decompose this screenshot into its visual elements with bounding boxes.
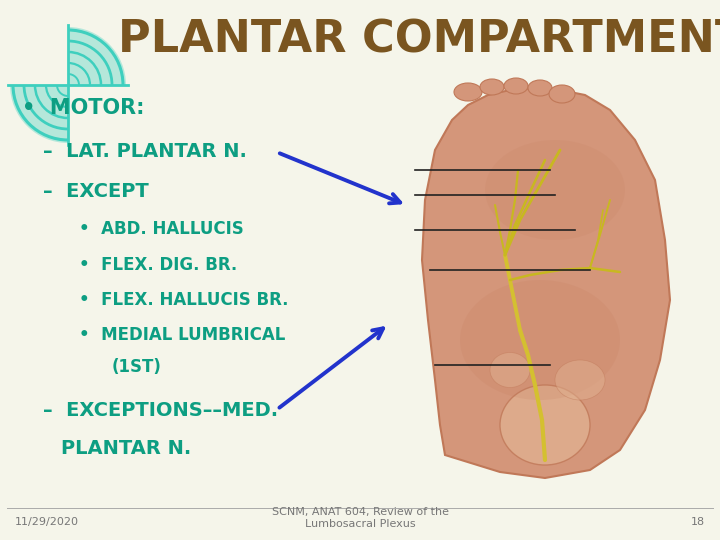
Text: 11/29/2020: 11/29/2020 xyxy=(15,517,79,527)
Ellipse shape xyxy=(485,140,625,240)
Text: (1ST): (1ST) xyxy=(112,358,161,376)
Ellipse shape xyxy=(454,83,482,101)
Ellipse shape xyxy=(555,360,605,400)
Text: PLANTAR COMPARTMENT: PLANTAR COMPARTMENT xyxy=(118,18,720,62)
Wedge shape xyxy=(10,85,68,143)
Text: –  EXCEPTIONS––MED.: – EXCEPTIONS––MED. xyxy=(43,401,279,420)
Text: PLANTAR N.: PLANTAR N. xyxy=(61,438,192,458)
Text: •  MEDIAL LUMBRICAL: • MEDIAL LUMBRICAL xyxy=(79,326,286,344)
Text: •  FLEX. DIG. BR.: • FLEX. DIG. BR. xyxy=(79,255,238,274)
Ellipse shape xyxy=(500,385,590,465)
Ellipse shape xyxy=(504,78,528,94)
Ellipse shape xyxy=(549,85,575,103)
Text: SCNM, ANAT 604, Review of the
Lumbosacral Plexus: SCNM, ANAT 604, Review of the Lumbosacra… xyxy=(271,507,449,529)
Text: –  LAT. PLANTAR N.: – LAT. PLANTAR N. xyxy=(43,141,247,161)
Text: •  MOTOR:: • MOTOR: xyxy=(22,98,144,118)
Ellipse shape xyxy=(490,353,530,388)
Ellipse shape xyxy=(528,80,552,96)
Text: –  EXCEPT: – EXCEPT xyxy=(43,182,149,201)
Text: •  ABD. HALLUCIS: • ABD. HALLUCIS xyxy=(79,220,244,239)
Ellipse shape xyxy=(460,280,620,400)
Text: •  FLEX. HALLUCIS BR.: • FLEX. HALLUCIS BR. xyxy=(79,291,289,309)
Polygon shape xyxy=(422,88,670,478)
Wedge shape xyxy=(68,27,126,85)
Text: 18: 18 xyxy=(691,517,705,527)
Ellipse shape xyxy=(480,79,504,95)
